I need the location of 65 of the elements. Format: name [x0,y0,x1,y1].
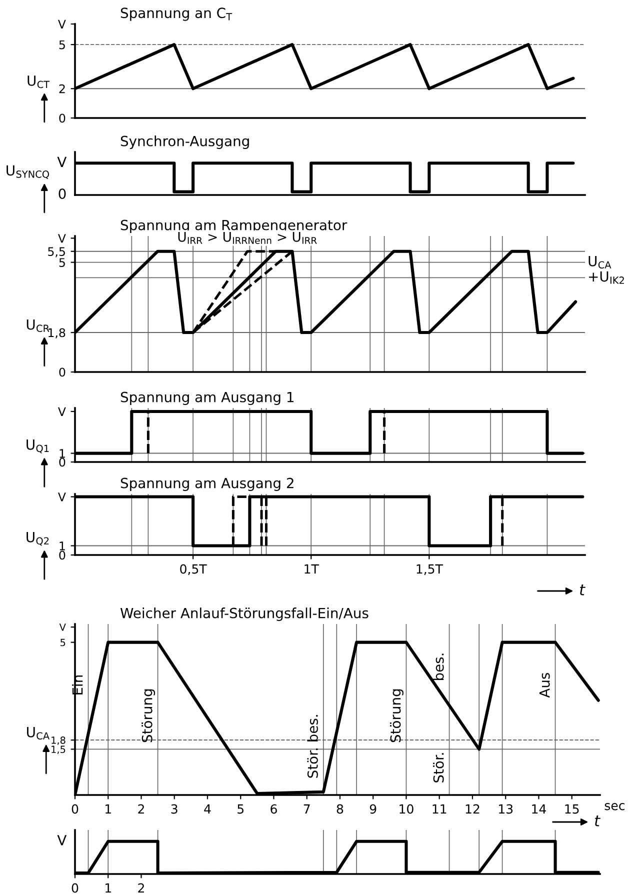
x-tick-label: 13 [499,804,513,814]
y-tick-label: 1,5 [52,746,66,754]
y-tick-label: V [59,624,66,631]
y-tick-label: 0 [59,114,66,123]
x-tick-label: 0 [72,883,78,893]
chart-title: Synchron-Ausgang [120,136,249,149]
y-tick-label: 0 [59,550,66,560]
y-tick-label: 0 [59,368,66,377]
y-axis-title: U$_{Q2}$ [26,532,49,546]
x-tick-label: 3 [171,804,178,814]
y-tick-label: 5 [59,40,65,50]
x-tick-label: 12 [466,804,480,814]
y-tick-label: 5 [60,638,66,646]
x-tick-label: 15 [565,804,579,814]
annotation: Stör. [433,753,444,782]
y-tick-label: 1,8 [52,736,66,745]
ref-line-label: +U$_{IK2}$ [589,271,624,284]
ref-line-label: U$_{CA}$ [588,256,612,269]
x-tick-label: 0,5T [180,564,207,575]
x-tick-label: 4 [204,804,211,814]
y-tick-label: 1,8 [48,328,66,338]
x-tick-label: 1 [106,804,111,814]
x-tick-label: 7 [304,804,310,814]
x-tick-label: 9 [370,804,376,814]
x-tick-label: 14 [532,804,546,814]
y-tick-label: V [58,492,66,502]
chart-title: Spannung an C$_{T}$ [120,8,232,21]
y-axis-title: U$_{CA}$ [27,727,50,740]
x-tick-label: 2 [138,804,144,814]
y-tick-label: V [58,407,66,416]
chart-title: Spannung am Rampengenerator [120,220,348,233]
x-axis-title: sec [604,803,624,810]
annotation: bes. [433,654,444,680]
y-axis-title: U$_{Q1}$ [26,440,49,454]
y-tick-label: 5 [59,258,65,267]
x-tick-label: 2 [138,883,144,893]
y-tick-label: 2 [59,84,65,94]
text: t [594,815,600,826]
x-tick-label: 1,5T [416,564,443,575]
x-tick-label: 0 [72,804,78,814]
y-tick-label: 0 [59,458,66,467]
x-tick-label: 1 [106,883,111,893]
y-tick-label: 1 [60,449,65,458]
annotation: Stör. bes. [307,715,318,778]
y-tick-label: V [58,20,66,28]
y-tick-label: V [58,234,66,243]
x-tick-label: 11 [432,804,446,814]
x-tick-label: 5 [238,804,244,814]
y-axis-title: U$_{CT}$ [28,76,50,88]
annotation: U$_{IRR}$ > U$_{IRRNenn}$ > U$_{IRR}$ [178,232,317,244]
y-axis-title: U$_{CR}$ [26,319,50,332]
x-axis-title: t [580,584,586,596]
chart-title: Spannung am Ausgang 1 [120,392,294,405]
x-tick-label: 6 [270,804,277,814]
y-tick-label: 1 [60,542,65,550]
x-tick-label: 10 [400,804,414,814]
chart-title: Weicher Anlauf-Störungsfall-Ein/Aus [120,608,368,621]
annotation: Störung [390,689,404,742]
chart-title: Spannung am Ausgang 2 [120,478,294,491]
x-tick-label: 8 [336,804,344,814]
y-axis-title: U$_{SYNCQ}$ [6,165,49,179]
x-tick-label: 1T [304,564,319,574]
y-tick-label: 5,5 [48,247,65,258]
annotation: Störung [142,689,156,742]
annotation: Aus [539,672,550,698]
